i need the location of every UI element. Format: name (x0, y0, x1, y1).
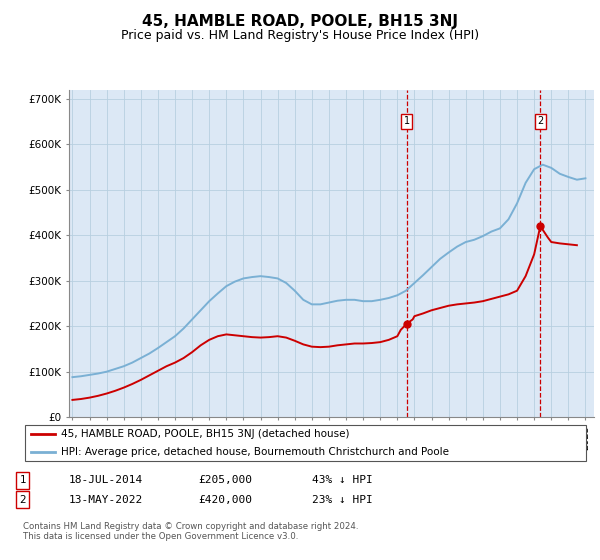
Text: 23% ↓ HPI: 23% ↓ HPI (312, 494, 373, 505)
Text: 13-MAY-2022: 13-MAY-2022 (69, 494, 143, 505)
Text: 43% ↓ HPI: 43% ↓ HPI (312, 475, 373, 486)
Text: £205,000: £205,000 (198, 475, 252, 486)
Text: 45, HAMBLE ROAD, POOLE, BH15 3NJ (detached house): 45, HAMBLE ROAD, POOLE, BH15 3NJ (detach… (61, 429, 349, 439)
Text: Contains HM Land Registry data © Crown copyright and database right 2024.
This d: Contains HM Land Registry data © Crown c… (23, 522, 358, 542)
Text: 2: 2 (19, 494, 26, 505)
Text: 18-JUL-2014: 18-JUL-2014 (69, 475, 143, 486)
Text: 1: 1 (19, 475, 26, 486)
Text: HPI: Average price, detached house, Bournemouth Christchurch and Poole: HPI: Average price, detached house, Bour… (61, 447, 449, 458)
Text: £420,000: £420,000 (198, 494, 252, 505)
Text: 45, HAMBLE ROAD, POOLE, BH15 3NJ: 45, HAMBLE ROAD, POOLE, BH15 3NJ (142, 14, 458, 29)
Text: 1: 1 (404, 116, 410, 127)
FancyBboxPatch shape (25, 424, 586, 461)
Text: 2: 2 (537, 116, 544, 127)
Text: Price paid vs. HM Land Registry's House Price Index (HPI): Price paid vs. HM Land Registry's House … (121, 29, 479, 42)
